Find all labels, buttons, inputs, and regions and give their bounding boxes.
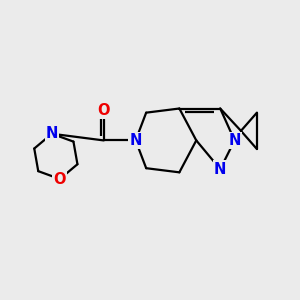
Text: O: O xyxy=(54,172,66,187)
Text: N: N xyxy=(46,126,58,141)
Text: N: N xyxy=(228,133,241,148)
Text: N: N xyxy=(130,133,142,148)
Text: O: O xyxy=(98,103,110,118)
Text: N: N xyxy=(214,162,226,177)
